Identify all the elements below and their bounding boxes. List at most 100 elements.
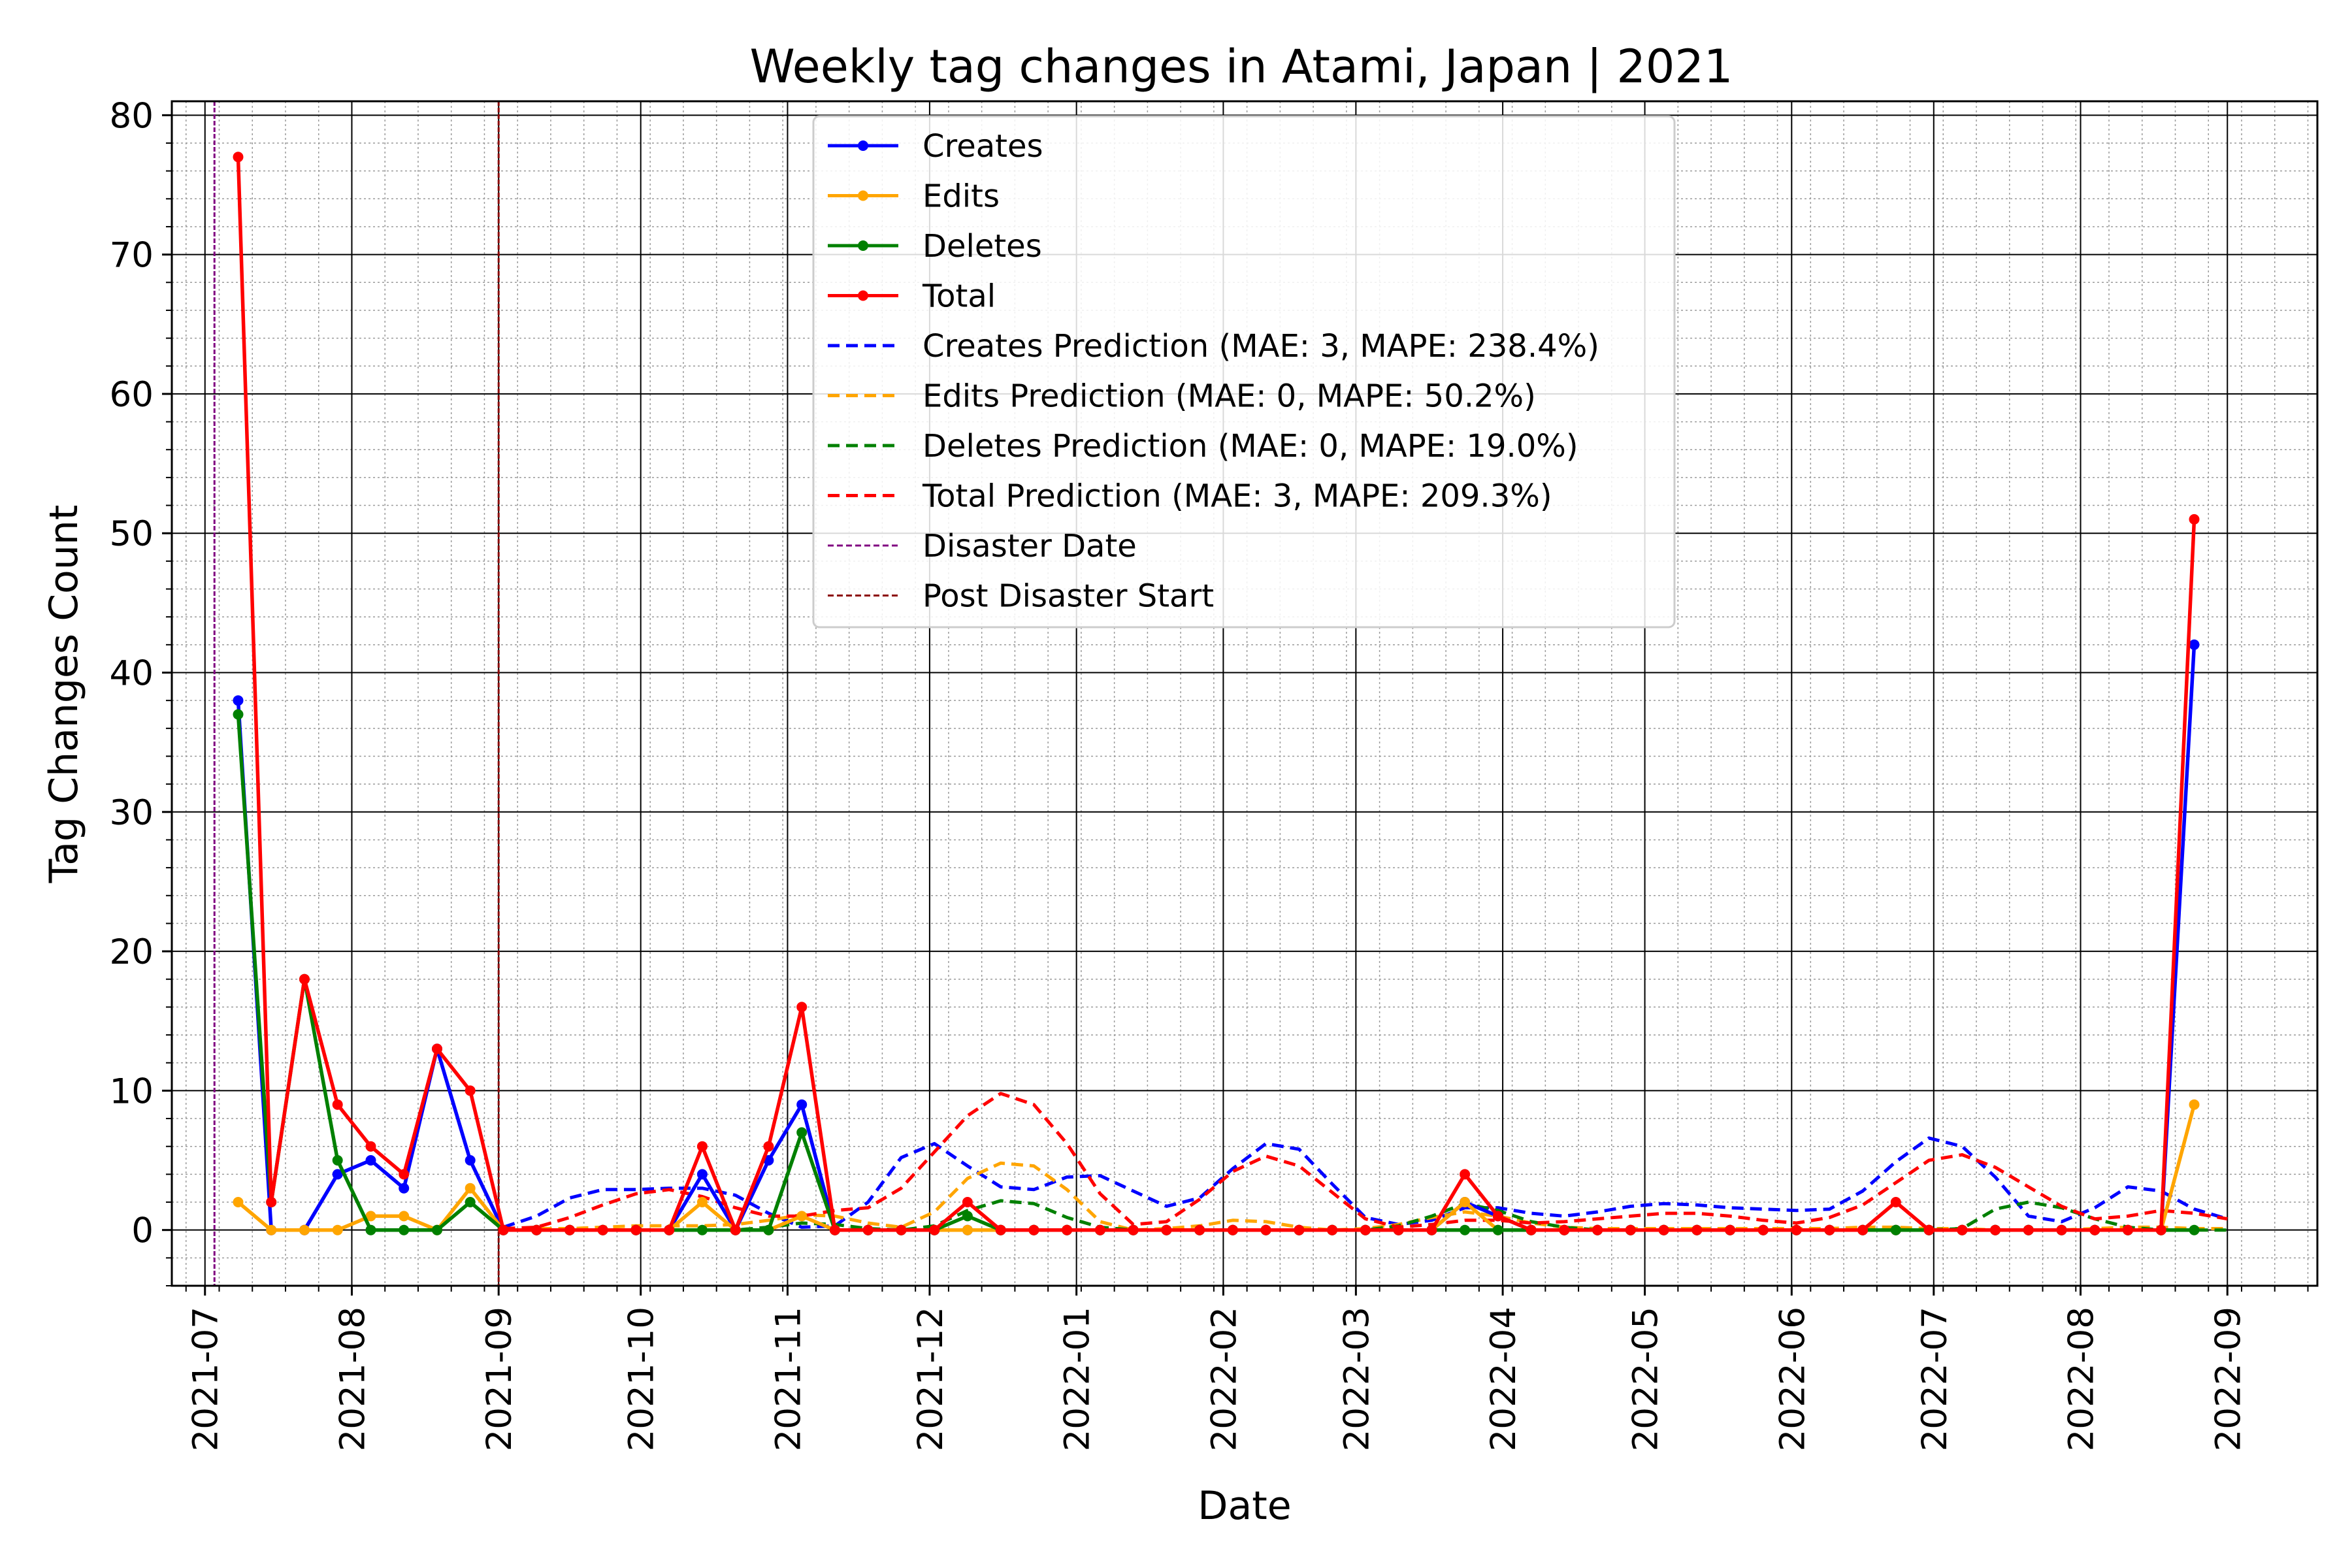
total-point xyxy=(2123,1224,2133,1235)
total-point xyxy=(995,1224,1006,1235)
total-point xyxy=(1857,1224,1869,1235)
total-point xyxy=(929,1224,940,1235)
deletes-point xyxy=(796,1127,808,1138)
creates-point xyxy=(332,1169,343,1180)
total-point xyxy=(365,1141,376,1152)
total-point xyxy=(266,1197,277,1207)
creates-point xyxy=(465,1155,476,1166)
actual-series xyxy=(233,152,2200,1235)
total-point xyxy=(1161,1224,1172,1235)
total-point xyxy=(465,1085,476,1096)
x-tick-label: 2021-07 xyxy=(186,1307,226,1451)
x-tick-label: 2022-02 xyxy=(1204,1307,1244,1451)
total-point xyxy=(1526,1224,1537,1235)
y-tick-label: 50 xyxy=(110,514,154,554)
plot-frame xyxy=(171,100,2319,1287)
total-point xyxy=(1393,1224,1404,1235)
deletes-point xyxy=(465,1197,476,1207)
x-tick-label: 2021-08 xyxy=(333,1307,372,1451)
deletes-point xyxy=(1890,1224,1901,1235)
edits-point xyxy=(299,1224,310,1235)
y-tick-label: 40 xyxy=(110,654,154,694)
edits-point xyxy=(233,1197,244,1207)
edits-point xyxy=(796,1211,808,1222)
total-point xyxy=(1294,1224,1305,1235)
legend-label: Edits Prediction (MAE: 0, MAPE: 50.2%) xyxy=(923,378,1536,415)
x-tick-label: 2022-01 xyxy=(1058,1307,1098,1451)
total-point xyxy=(1990,1224,2001,1235)
x-tick-label: 2022-07 xyxy=(1915,1307,1955,1451)
edits-point xyxy=(465,1183,476,1194)
legend-label: Total Prediction (MAE: 3, MAPE: 209.3%) xyxy=(922,478,1552,515)
total-point xyxy=(399,1169,410,1180)
y-tick-labels: 0 10 20 30 40 50 60 70 80 xyxy=(110,96,154,1250)
y-tick-label: 60 xyxy=(110,375,154,415)
reference-lines xyxy=(213,101,500,1286)
total-point xyxy=(1062,1224,1073,1235)
y-tick-label: 30 xyxy=(110,793,154,833)
total-point xyxy=(1128,1224,1139,1235)
creates-point xyxy=(796,1099,808,1110)
deletes-point xyxy=(1460,1224,1471,1235)
total-point xyxy=(432,1043,442,1054)
y-tick-label: 20 xyxy=(110,932,154,972)
legend-marker xyxy=(858,290,868,301)
legend-marker xyxy=(858,140,868,151)
total-point xyxy=(1460,1169,1471,1180)
total-point xyxy=(597,1224,608,1235)
total-point xyxy=(2023,1224,2034,1235)
x-tick-label: 2022-08 xyxy=(2062,1307,2102,1451)
total-point xyxy=(1791,1224,1802,1235)
total-point xyxy=(2155,1224,2166,1235)
total-point xyxy=(2189,514,2200,525)
deletes-point xyxy=(2189,1224,2200,1235)
creates-point xyxy=(233,695,244,706)
edits-point xyxy=(962,1224,973,1235)
x-tick-labels: 2021-07 2021-08 2021-09 2021-10 2021-11 2021-… xyxy=(186,1307,2249,1451)
deletes-point xyxy=(962,1211,973,1222)
total-prediction-line xyxy=(503,1092,2228,1230)
legend-label: Post Disaster Start xyxy=(923,578,1214,615)
total-point xyxy=(1559,1224,1570,1235)
x-tick-label: 2021-10 xyxy=(622,1307,662,1451)
total-point xyxy=(1194,1224,1205,1235)
total-point xyxy=(1094,1224,1105,1235)
x-tick-label: 2022-04 xyxy=(1484,1307,1524,1451)
x-tick-label: 2022-06 xyxy=(1772,1307,1812,1451)
total-point xyxy=(696,1141,708,1152)
total-point xyxy=(1923,1224,1935,1235)
legend-label: Disaster Date xyxy=(923,528,1137,564)
total-point xyxy=(730,1224,741,1235)
edits-point xyxy=(696,1197,708,1207)
total-point xyxy=(1360,1224,1371,1235)
deletes-point xyxy=(233,709,244,720)
deletes-point xyxy=(696,1224,708,1235)
total-point xyxy=(1625,1224,1636,1235)
edits-point xyxy=(2189,1099,2200,1110)
deletes-point xyxy=(332,1155,343,1166)
legend-label: Creates xyxy=(923,128,1043,165)
total-point xyxy=(862,1224,874,1235)
deletes-point xyxy=(763,1224,774,1235)
creates-point xyxy=(2189,639,2200,650)
total-point xyxy=(564,1224,575,1235)
legend-label: Deletes Prediction (MAE: 0, MAPE: 19.0%) xyxy=(923,428,1578,465)
total-point xyxy=(233,152,244,163)
x-tick-label: 2022-03 xyxy=(1337,1307,1377,1451)
x-tick-label: 2021-12 xyxy=(911,1307,951,1451)
total-point xyxy=(630,1224,642,1235)
total-point xyxy=(299,973,310,985)
total-point xyxy=(498,1224,509,1235)
total-point xyxy=(1757,1224,1769,1235)
deletes-point xyxy=(399,1224,410,1235)
edits-point xyxy=(365,1211,376,1222)
total-point xyxy=(763,1141,774,1152)
legend-box xyxy=(812,115,1676,629)
y-tick-label: 10 xyxy=(110,1071,154,1111)
total-point xyxy=(1725,1224,1736,1235)
total-point xyxy=(531,1224,542,1235)
total-point xyxy=(796,1002,808,1013)
legend-marker xyxy=(858,190,868,201)
total-point xyxy=(962,1197,973,1207)
total-point xyxy=(2089,1224,2100,1235)
